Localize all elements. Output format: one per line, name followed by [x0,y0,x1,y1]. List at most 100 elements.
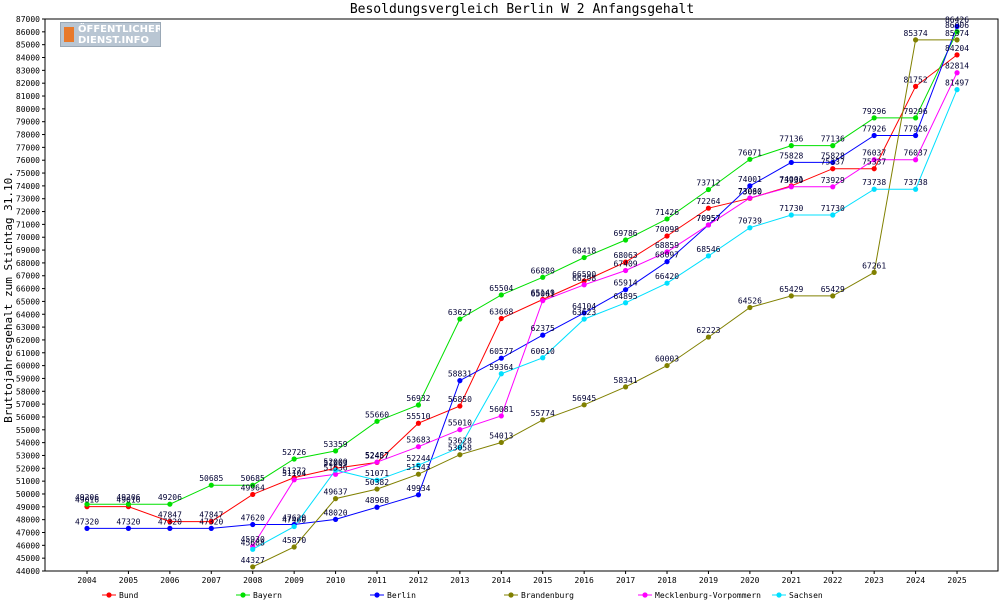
y-tick-label: 67000 [16,272,40,281]
data-label-brandenburg: 54013 [489,431,513,440]
data-label-bund: 63668 [489,308,513,317]
data-label-sachsen: 53628 [448,436,472,445]
x-tick-label: 2018 [657,576,676,585]
x-tick-label: 2006 [160,576,179,585]
data-label-bayern: 71426 [655,208,679,217]
data-label-bayern: 77136 [821,135,845,144]
data-label-brandenburg: 64526 [738,297,762,306]
y-tick-label: 58000 [16,387,40,396]
point-berlin [747,183,753,189]
x-tick-label: 2024 [906,576,925,585]
y-tick-label: 50000 [16,490,40,499]
point-berlin [457,378,463,384]
data-label-mecklenburg-vorpommern: 45930 [241,535,265,544]
data-label-berlin: 74001 [738,175,762,184]
point-bund [830,166,836,172]
data-label-berlin: 65914 [614,279,638,288]
data-label-mecklenburg-vorpommern: 52487 [365,451,389,460]
point-mecklenburg-vorpommern [415,444,422,450]
data-label-sachsen: 52244 [406,454,430,463]
data-label-mecklenburg-vorpommern: 51536 [324,463,348,472]
point-bayern [125,501,132,507]
chart-title: Besoldungsvergleich Berlin W 2 Anfangsge… [350,2,694,17]
point-sachsen [415,462,422,468]
point-bayern [291,456,297,462]
x-tick-label: 2021 [782,576,801,585]
series-line-brandenburg [252,39,957,568]
data-label-bayern: 53359 [324,440,348,449]
data-label-berlin: 70957 [696,214,720,223]
x-tick-label: 2016 [575,576,594,585]
point-berlin [498,355,504,361]
data-label-sachsen: 70739 [738,217,762,226]
point-berlin [913,132,919,139]
series-line-bund [87,54,958,523]
point-brandenburg [415,471,422,477]
data-label-berlin: 75828 [779,151,803,160]
data-label-mecklenburg-vorpommern: 73930 [779,176,803,185]
point-bayern [540,274,546,280]
data-label-sachsen: 45688 [241,538,265,547]
data-label-bund: 49964 [241,483,265,492]
point-berlin [664,259,670,265]
data-label-bund: 65149 [531,289,555,298]
data-label-berlin: 49934 [406,484,430,493]
data-label-berlin: 47320 [116,517,140,526]
data-label-sachsen: 81497 [945,79,969,88]
point-sachsen [705,253,712,259]
data-label-bayern: 50685 [241,474,265,483]
y-tick-label: 62000 [16,336,40,345]
data-label-sachsen: 68546 [696,245,720,254]
point-berlin [871,132,877,139]
point-bund [415,420,422,426]
point-brandenburg [830,293,836,299]
point-mecklenburg-vorpommern [747,195,753,201]
data-label-brandenburg: 55774 [531,409,555,418]
data-label-brandenburg: 51543 [406,463,430,472]
point-bayern [457,316,463,322]
legend-label-sachsen: Sachsen [789,591,823,600]
point-bayern [622,237,629,243]
data-label-berlin: 64104 [572,302,596,311]
point-berlin [250,521,256,528]
point-bund [954,52,960,58]
data-label-brandenburg: 67261 [862,261,886,270]
point-sachsen [830,212,836,218]
point-bayern [208,482,214,488]
legend-marker-sachsen [776,592,782,598]
y-tick-label: 66000 [16,285,40,294]
axes: 44000 45000 46000 47000 48000 49000 50000 51000… [16,15,967,585]
point-brandenburg [664,362,670,369]
logo-line-2: DIENST.INFO [78,35,149,46]
x-tick-label: 2007 [202,576,221,585]
y-tick-label: 76000 [16,156,40,165]
data-label-berlin: 47620 [282,514,306,523]
point-mecklenburg-vorpommern [457,427,463,433]
data-label-berlin: 47620 [241,514,265,523]
point-brandenburg [871,269,877,275]
data-label-bund: 49016 [75,496,99,505]
data-label-bayern: 73712 [696,179,720,188]
y-tick-label: 57000 [16,400,40,409]
point-sachsen [913,186,919,192]
y-tick-label: 63000 [16,323,40,332]
point-bayern [250,482,256,488]
point-brandenburg [581,402,587,408]
point-berlin [622,287,629,293]
data-label-sachsen: 64895 [614,292,638,301]
data-label-brandenburg: 45870 [282,536,306,545]
y-tick-label: 72000 [16,208,40,217]
data-label-sachsen: 51863 [324,459,348,468]
data-label-brandenburg: 65429 [779,285,803,294]
point-brandenburg [622,384,629,390]
y-tick-label: 60000 [16,362,40,371]
x-tick-label: 2015 [533,576,552,585]
y-tick-label: 59000 [16,374,40,383]
x-tick-label: 2010 [326,576,345,585]
data-label-berlin: 47320 [199,517,223,526]
y-tick-label: 85000 [16,41,40,50]
y-tick-label: 49000 [16,503,40,512]
data-label-mecklenburg-vorpommern: 76037 [862,149,886,158]
point-mecklenburg-vorpommern [705,222,712,228]
point-bayern [84,501,90,507]
